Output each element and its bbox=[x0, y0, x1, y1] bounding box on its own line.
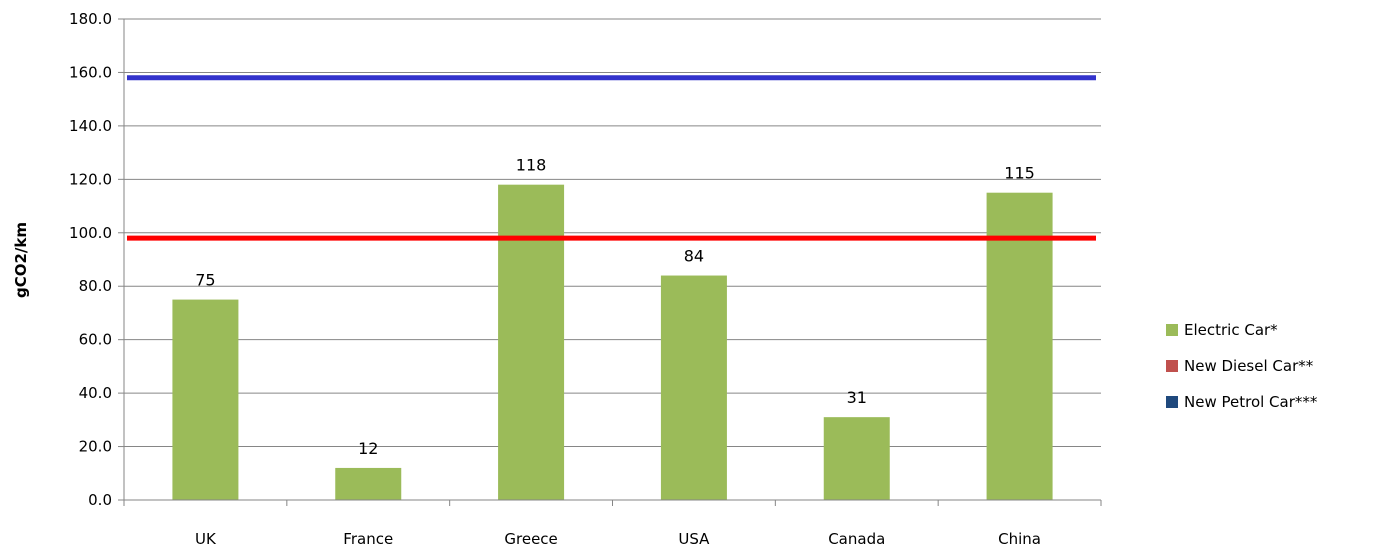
bar-uk bbox=[172, 299, 239, 500]
x-axis-tick-labels: UK France Greece USA Canada China bbox=[123, 500, 1102, 548]
y-tick-label: 120.0 bbox=[69, 170, 112, 188]
legend: Electric Car* New Diesel Car** New Petro… bbox=[1166, 321, 1318, 430]
y-tick-label: 180.0 bbox=[69, 10, 112, 28]
x-tick-label: Canada bbox=[828, 530, 885, 548]
bar-france bbox=[335, 467, 402, 500]
data-labels: 75 12 118 84 31 115 bbox=[195, 156, 1035, 458]
axes bbox=[123, 19, 1101, 501]
x-tick-label: USA bbox=[678, 530, 710, 548]
legend-item-electric: Electric Car* bbox=[1166, 321, 1317, 339]
legend-swatch-electric bbox=[1166, 324, 1178, 336]
data-label: 31 bbox=[847, 388, 867, 407]
bar-canada bbox=[823, 417, 890, 500]
bar-usa bbox=[660, 275, 727, 500]
data-label: 115 bbox=[1004, 164, 1035, 183]
bar-greece bbox=[498, 184, 565, 500]
legend-label-petrol: New Petrol Car*** bbox=[1184, 393, 1318, 411]
legend-item-petrol: New Petrol Car*** bbox=[1166, 393, 1318, 411]
y-tick-label: 20.0 bbox=[79, 438, 112, 456]
y-tick-label: 0.0 bbox=[88, 491, 112, 509]
legend-label-diesel: New Diesel Car** bbox=[1184, 357, 1314, 375]
legend-item-diesel: New Diesel Car** bbox=[1166, 357, 1317, 375]
y-tick-label: 100.0 bbox=[69, 224, 112, 242]
y-tick-label: 80.0 bbox=[79, 277, 112, 295]
data-label: 75 bbox=[195, 271, 215, 290]
y-axis-tick-labels: 0.0 20.0 40.0 60.0 80.0 100.0 120.0 140.0 160.0 1… bbox=[69, 10, 124, 509]
y-axis-title: gCO2/km bbox=[12, 222, 30, 298]
data-label: 12 bbox=[358, 439, 378, 458]
data-label: 118 bbox=[516, 156, 547, 175]
y-tick-label: 40.0 bbox=[79, 384, 112, 402]
x-tick-label: UK bbox=[195, 530, 217, 548]
x-tick-label: Greece bbox=[504, 530, 557, 548]
y-tick-label: 160.0 bbox=[69, 63, 112, 81]
data-label: 84 bbox=[684, 247, 704, 266]
x-tick-label: China bbox=[998, 530, 1041, 548]
legend-label-electric: Electric Car* bbox=[1184, 321, 1278, 339]
y-tick-label: 60.0 bbox=[79, 331, 112, 349]
legend-swatch-petrol bbox=[1166, 396, 1178, 408]
bar-china bbox=[986, 192, 1053, 500]
bar-series bbox=[172, 184, 1053, 500]
legend-swatch-diesel bbox=[1166, 360, 1178, 372]
reference-lines bbox=[127, 75, 1096, 241]
gridlines bbox=[124, 18, 1101, 448]
y-tick-label: 140.0 bbox=[69, 117, 112, 135]
x-tick-label: France bbox=[343, 530, 393, 548]
